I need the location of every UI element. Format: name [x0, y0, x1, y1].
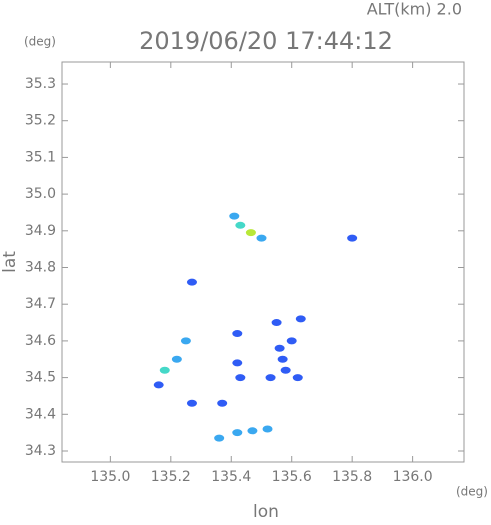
- x-tick-label: 135.8: [332, 469, 372, 485]
- x-tick-label: 135.4: [211, 469, 251, 485]
- echo: [271, 319, 282, 327]
- echo: [159, 366, 170, 374]
- echo: [247, 427, 258, 435]
- y-tick-label: 34.6: [25, 333, 56, 349]
- echo: [171, 355, 182, 363]
- echo: [180, 337, 191, 345]
- echo: [274, 344, 285, 352]
- echo: [232, 330, 243, 338]
- subtitle: ALT(km) 2.0: [367, 0, 462, 19]
- echo: [153, 381, 164, 389]
- echo: [235, 221, 246, 229]
- y-tick-label: 35.0: [25, 186, 56, 202]
- echo: [229, 212, 240, 220]
- echo: [265, 374, 276, 382]
- plot-frame: [61, 61, 465, 463]
- echo: [235, 374, 246, 382]
- echo: [286, 337, 297, 345]
- y-tick-label: 34.9: [25, 223, 56, 239]
- y-tick-label: 35.3: [25, 76, 56, 92]
- echo: [232, 359, 243, 367]
- y-tick-label: 35.1: [25, 149, 56, 165]
- x-tick-label: 135.2: [151, 469, 191, 485]
- echo: [292, 374, 303, 382]
- x-unit: (deg): [456, 485, 488, 499]
- y-tick-label: 34.3: [25, 443, 56, 459]
- x-tick-label: 135.0: [90, 469, 130, 485]
- y-tick-label: 34.4: [25, 406, 56, 422]
- y-tick-label: 35.2: [25, 113, 56, 129]
- y-axis-label: lat: [0, 251, 20, 273]
- y-tick-label: 34.8: [25, 260, 56, 276]
- echo: [280, 366, 291, 374]
- echo: [186, 278, 197, 286]
- echo: [214, 434, 225, 442]
- echo: [256, 234, 267, 242]
- echo: [186, 399, 197, 407]
- echo: [295, 315, 306, 323]
- x-tick-label: 135.6: [272, 469, 312, 485]
- echo: [347, 234, 358, 242]
- chart-title: 2019/06/20 17:44:12: [139, 27, 393, 55]
- y-tick-label: 34.5: [25, 370, 56, 386]
- echo: [262, 425, 273, 433]
- echo: [217, 399, 228, 407]
- echo: [232, 429, 243, 437]
- y-tick-label: 34.7: [25, 296, 56, 312]
- x-tick-label: 136.0: [393, 469, 433, 485]
- echo: [277, 355, 288, 363]
- echo: [245, 229, 256, 237]
- y-unit: (deg): [24, 35, 56, 49]
- x-axis-label: lon: [253, 502, 279, 521]
